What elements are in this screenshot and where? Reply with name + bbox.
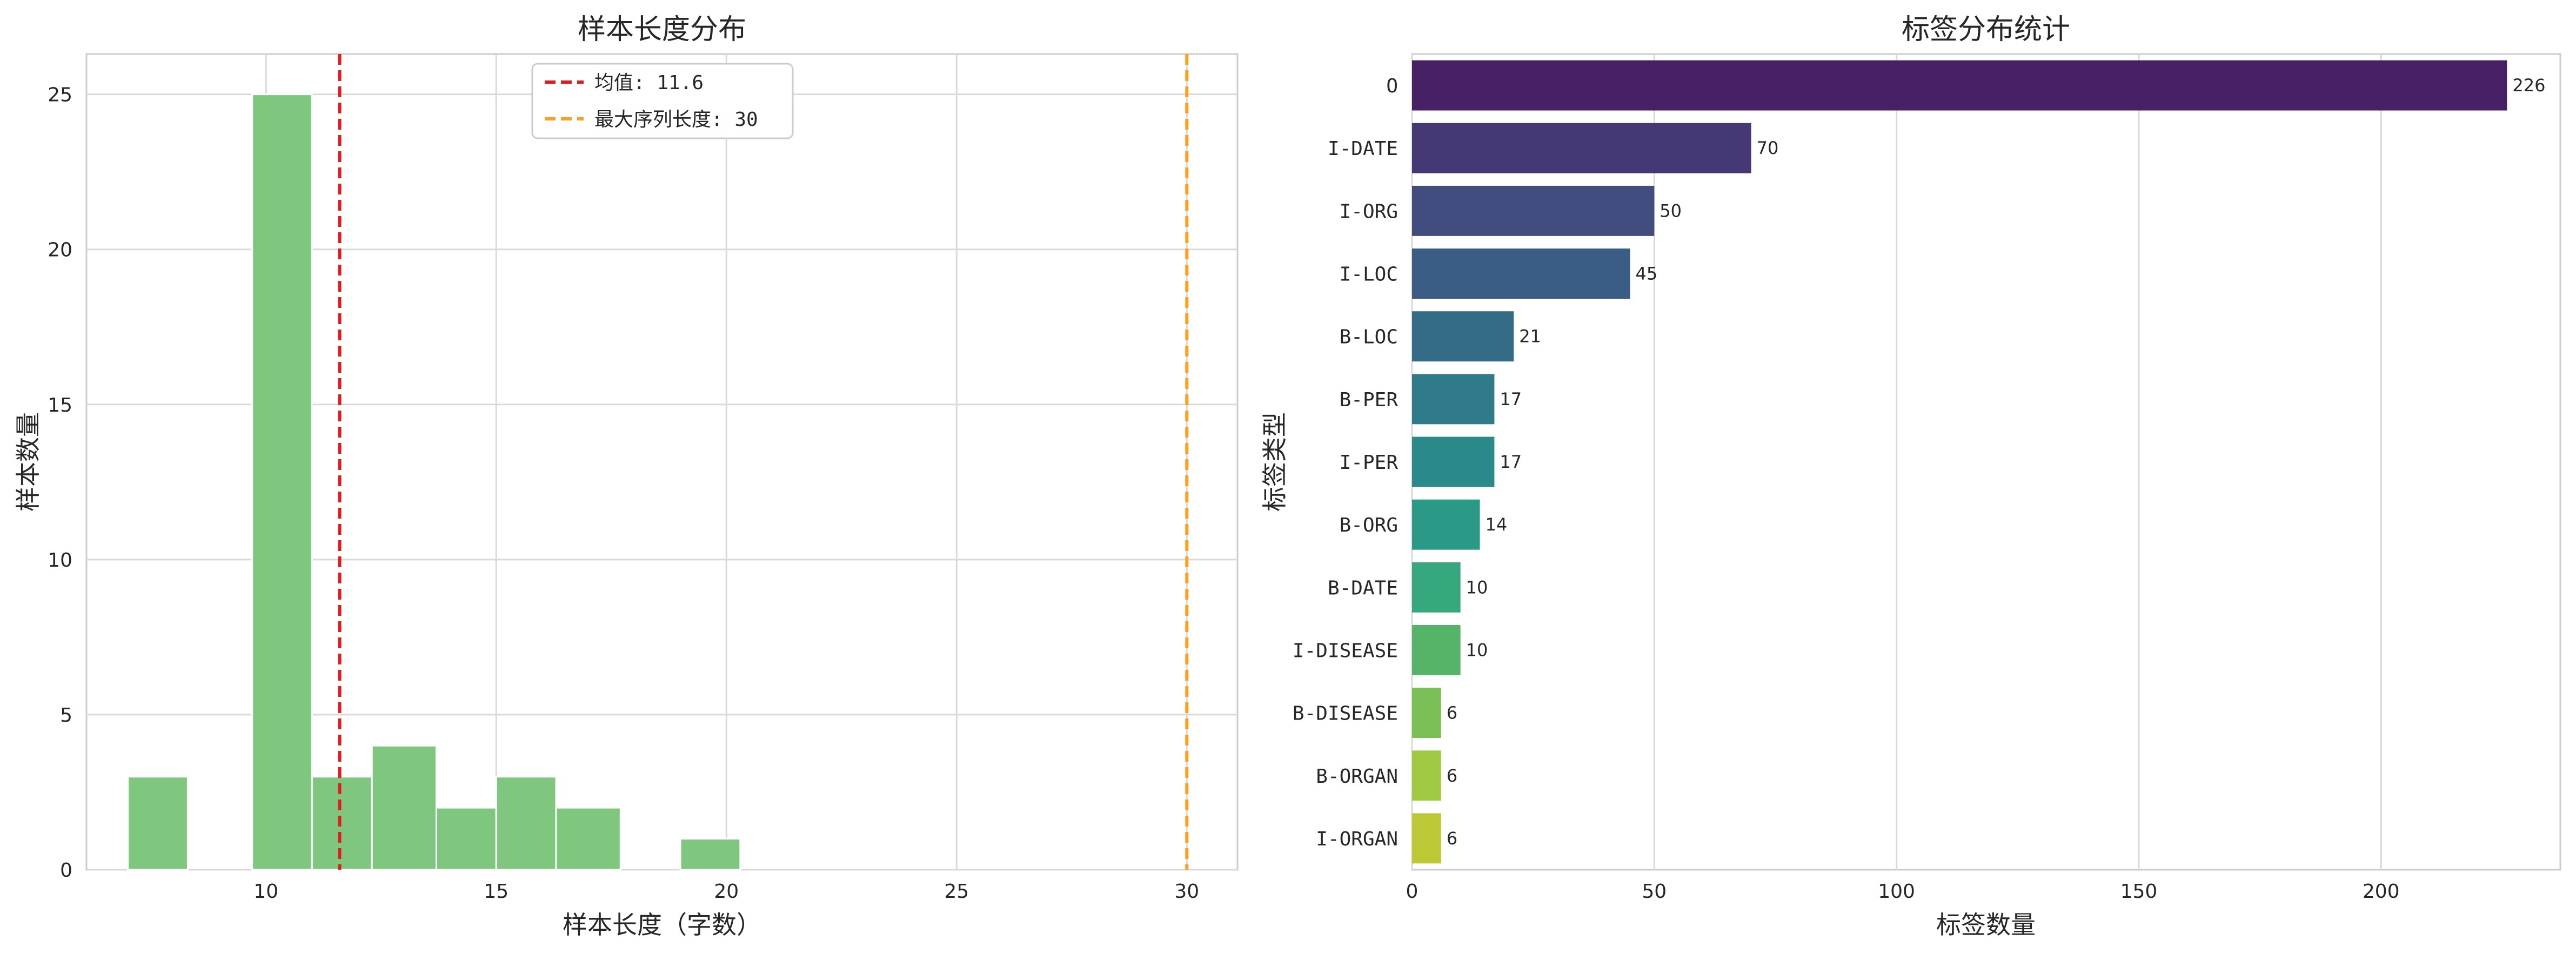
bar-i-org xyxy=(1412,185,1655,236)
bar-data-label: 21 xyxy=(1519,326,1541,347)
histogram-y-tick-label: 0 xyxy=(60,859,72,882)
bar-x-label: 标签数量 xyxy=(1936,910,2036,939)
histogram-legend: 均值: 11.6 最大序列长度: 30 xyxy=(531,63,794,139)
bar-bars xyxy=(1412,60,2507,864)
bar-data-label: 17 xyxy=(1500,389,1522,409)
bar-plot-area xyxy=(1411,53,2561,871)
bar-data-label: 50 xyxy=(1660,200,1682,221)
histogram-bar xyxy=(371,744,438,871)
histogram-x-tick-label: 25 xyxy=(944,881,969,903)
histogram-title: 样本长度分布 xyxy=(578,14,746,46)
histogram-x-label: 样本长度（字数） xyxy=(563,910,761,939)
histogram-y-ticks: 0 5 10 15 20 25 xyxy=(48,84,72,882)
histogram-x-tick-label: 15 xyxy=(484,881,508,903)
bar-o xyxy=(1412,60,2507,111)
histogram-bar xyxy=(555,807,621,871)
bar-category-label: I-LOC xyxy=(1340,264,1398,286)
histogram-y-tick-label: 25 xyxy=(48,84,72,106)
histogram-y-tick-label: 10 xyxy=(48,549,72,572)
histogram-bar xyxy=(311,776,373,871)
histogram-bar xyxy=(679,838,741,871)
bar-y-label: 标签类型 xyxy=(1260,412,1289,512)
bar-x-tick-label: 150 xyxy=(2120,881,2158,903)
bar-data-label: 6 xyxy=(1447,828,1457,849)
bar-category-label: B-ORG xyxy=(1340,514,1398,536)
histogram-chart: 10 15 20 25 30 0 5 10 15 20 25 样本长度分布 样本长度（字数） 样本… xyxy=(14,14,1239,939)
bar-data-label: 14 xyxy=(1486,514,1508,535)
bar-b-loc xyxy=(1412,311,1514,362)
bar-category-label: B-DISEASE xyxy=(1293,703,1398,725)
histogram-y-tick-label: 5 xyxy=(60,704,72,727)
histogram-x-ticks: 10 15 20 25 30 xyxy=(253,881,1199,903)
legend-max-length-label: 最大序列长度: 30 xyxy=(594,109,758,131)
histogram-bar xyxy=(495,776,557,871)
bar-data-label: 10 xyxy=(1466,577,1488,597)
bar-i-date xyxy=(1412,123,1751,173)
histogram-y-tick-label: 15 xyxy=(48,394,72,416)
bar-category-label: B-ORGAN xyxy=(1316,765,1398,788)
bar-category-label: I-ORGAN xyxy=(1316,828,1398,850)
bar-data-labels: 226 70 50 45 21 17 17 14 10 10 6 6 6 xyxy=(1447,75,2546,849)
histogram-x-tick-label: 30 xyxy=(1174,881,1199,903)
histogram-bar xyxy=(127,776,189,871)
bar-i-disease xyxy=(1412,625,1461,675)
histogram-y-tick-label: 20 xyxy=(48,239,72,261)
histogram-reference-lines xyxy=(338,54,1189,870)
bar-b-disease xyxy=(1412,688,1441,738)
bar-category-label: I-DATE xyxy=(1328,138,1398,160)
bar-category-label: B-LOC xyxy=(1340,326,1398,348)
bar-y-ticks: O I-DATE I-ORG I-LOC B-LOC B-PER I-PER B-ORG B-D… xyxy=(1293,75,1398,850)
bar-data-label: 10 xyxy=(1466,640,1488,660)
bar-b-org xyxy=(1412,499,1480,550)
bar-x-tick-label: 200 xyxy=(2363,881,2400,903)
bar-i-loc xyxy=(1412,248,1630,299)
bar-data-label: 70 xyxy=(1757,138,1779,158)
legend-box xyxy=(531,63,794,139)
bar-x-tick-label: 50 xyxy=(1642,881,1667,903)
histogram-x-tick-label: 20 xyxy=(714,881,739,903)
bar-b-per xyxy=(1412,374,1495,425)
histogram-bar xyxy=(251,93,313,871)
histogram-bar xyxy=(436,807,497,871)
bar-data-label: 6 xyxy=(1447,703,1457,723)
bar-data-label: 17 xyxy=(1500,452,1522,472)
histogram-bars xyxy=(127,93,741,871)
bar-b-organ xyxy=(1412,750,1441,801)
bar-category-label: B-PER xyxy=(1340,389,1399,411)
label-bar-chart: 226 70 50 45 21 17 17 14 10 10 6 6 6 0 50 100 150 200 O I… xyxy=(1260,14,2561,939)
bar-title: 标签分布统计 xyxy=(1902,14,2070,46)
histogram-x-tick-label: 10 xyxy=(253,881,278,903)
bar-data-label: 6 xyxy=(1447,765,1457,786)
bar-category-label: B-DATE xyxy=(1328,577,1398,599)
bar-category-label: O xyxy=(1386,75,1398,97)
bar-data-label: 226 xyxy=(2512,75,2545,96)
bar-x-tick-label: 100 xyxy=(1878,881,1915,903)
bar-category-label: I-DISEASE xyxy=(1293,640,1398,662)
bar-data-label: 45 xyxy=(1635,264,1657,284)
bar-i-organ xyxy=(1412,813,1441,864)
bar-b-date xyxy=(1412,562,1461,613)
bar-x-tick-label: 0 xyxy=(1406,881,1419,903)
bar-category-label: I-ORG xyxy=(1340,200,1398,223)
bar-x-ticks: 0 50 100 150 200 xyxy=(1406,881,2400,903)
bar-i-per xyxy=(1412,436,1495,487)
bar-category-label: I-PER xyxy=(1340,452,1399,474)
histogram-y-label: 样本数量 xyxy=(14,412,43,512)
legend-mean-label: 均值: 11.6 xyxy=(594,72,704,94)
